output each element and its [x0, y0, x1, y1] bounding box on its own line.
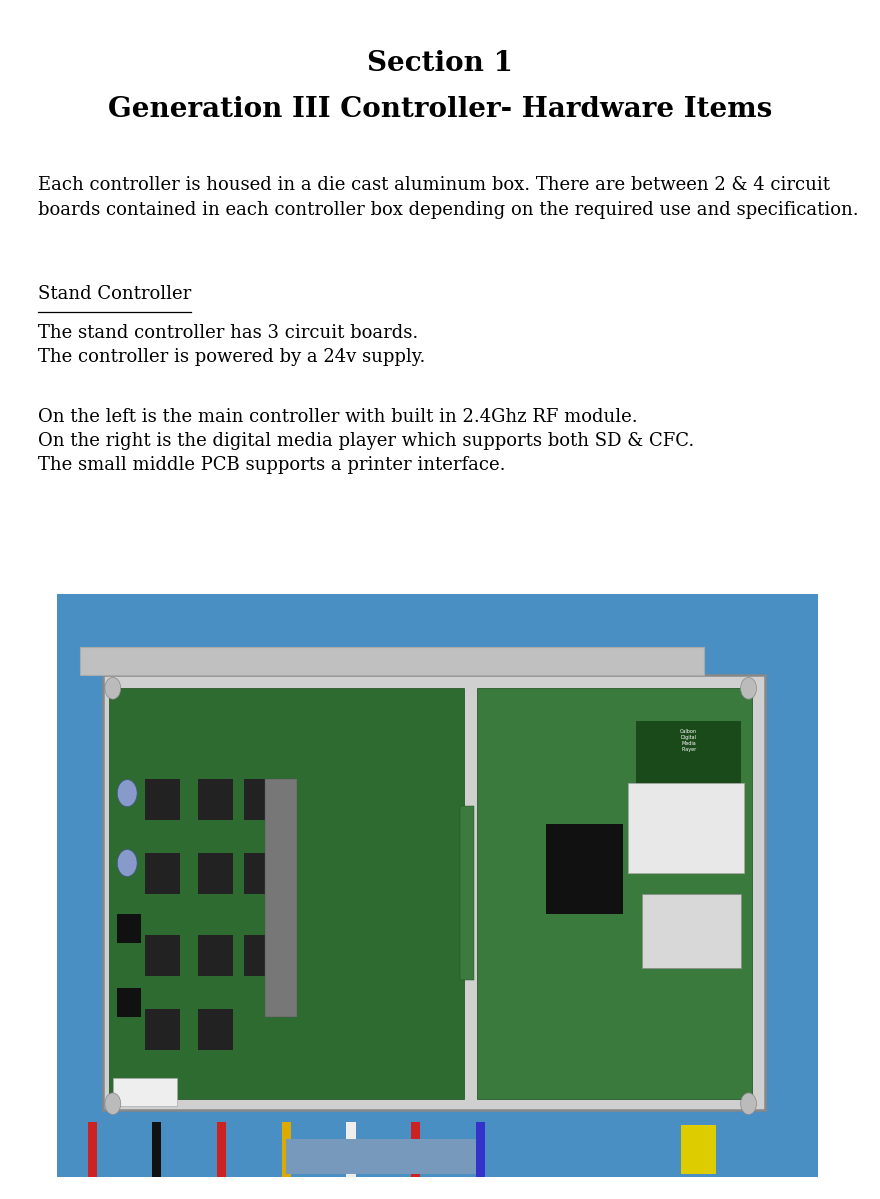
Bar: [636, 721, 741, 844]
Bar: [476, 1122, 485, 1177]
Bar: [217, 1122, 226, 1177]
Bar: [460, 806, 473, 980]
Text: Generation III Controller- Hardware Items: Generation III Controller- Hardware Item…: [108, 96, 772, 123]
Bar: [244, 852, 280, 893]
Bar: [244, 935, 280, 976]
Circle shape: [105, 677, 121, 699]
Bar: [57, 594, 818, 1177]
Text: Stand Controller: Stand Controller: [38, 285, 191, 303]
Bar: [198, 778, 233, 820]
Bar: [681, 1125, 715, 1175]
Bar: [88, 1122, 97, 1177]
Bar: [282, 1122, 291, 1177]
Bar: [198, 852, 233, 893]
Circle shape: [741, 1093, 757, 1115]
Bar: [103, 675, 765, 1110]
Text: The stand controller has 3 circuit boards.
The controller is powered by a 24v su: The stand controller has 3 circuit board…: [38, 324, 425, 366]
Bar: [116, 988, 142, 1017]
Bar: [113, 1078, 177, 1105]
Bar: [411, 1122, 421, 1177]
Bar: [116, 915, 142, 944]
Text: Calbon
Digital
Media
Player: Calbon Digital Media Player: [680, 729, 697, 752]
Bar: [244, 778, 280, 820]
Bar: [152, 1122, 162, 1177]
Text: On the left is the main controller with built in 2.4Ghz RF module.
On the right : On the left is the main controller with …: [38, 408, 694, 475]
Bar: [477, 688, 752, 1099]
Bar: [145, 778, 180, 820]
Bar: [347, 1122, 356, 1177]
Bar: [145, 852, 180, 893]
Bar: [145, 935, 180, 976]
Bar: [286, 1139, 476, 1175]
Circle shape: [117, 779, 137, 807]
Circle shape: [117, 850, 137, 876]
Bar: [198, 1008, 233, 1050]
Bar: [628, 783, 744, 873]
Bar: [198, 935, 233, 976]
Text: Section 1: Section 1: [367, 50, 513, 78]
Bar: [546, 824, 623, 915]
Text: Stand Controller: Stand Controller: [38, 285, 191, 303]
Bar: [80, 647, 704, 675]
Bar: [266, 778, 297, 1017]
Circle shape: [105, 1093, 121, 1115]
Text: Each controller is housed in a die cast aluminum box. There are between 2 & 4 ci: Each controller is housed in a die cast …: [38, 176, 859, 218]
Bar: [109, 688, 464, 1099]
Circle shape: [741, 677, 757, 699]
Bar: [642, 893, 741, 968]
Bar: [145, 1008, 180, 1050]
